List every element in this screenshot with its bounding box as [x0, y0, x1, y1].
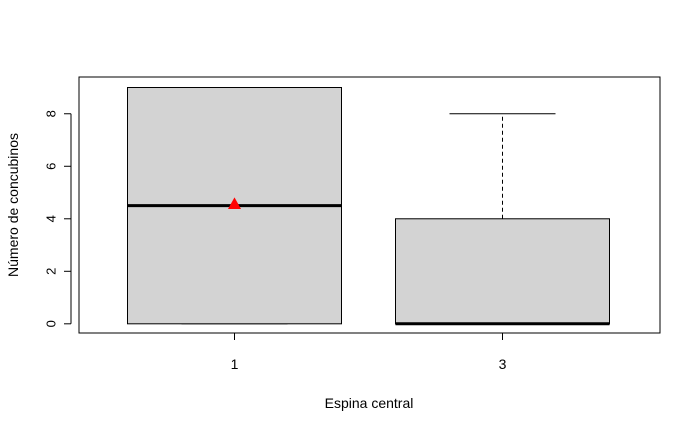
boxes-layer: [127, 87, 610, 326]
x-tick-label: 3: [499, 356, 507, 372]
y-tick-label: 0: [43, 320, 58, 327]
box-group-1: [127, 87, 342, 325]
x-axis-label: Espina central: [325, 395, 414, 411]
y-axis-label: Número de concubinos: [5, 133, 21, 277]
y-axis: 0 2 4 6 8: [43, 110, 72, 327]
y-tick-label: 4: [43, 215, 58, 222]
y-tick-label: 8: [43, 110, 58, 117]
y-tick-label: 6: [43, 163, 58, 170]
x-tick-label: 1: [231, 356, 239, 372]
mean-marker: [228, 197, 241, 210]
plot-frame: [78, 76, 661, 334]
box-group-3: [395, 113, 610, 326]
y-tick-label: 2: [43, 268, 58, 275]
box: [395, 218, 610, 325]
